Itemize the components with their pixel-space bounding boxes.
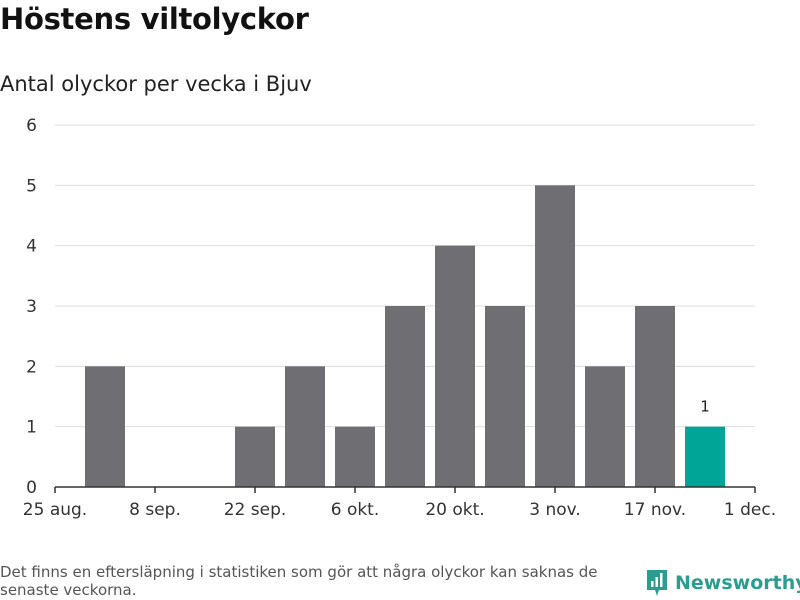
x-tick-label: 25 aug. [23,500,87,520]
bar-5 [335,426,375,487]
bar-6 [385,306,425,487]
newsworthy-logo-icon [647,570,667,596]
bar-8 [485,306,525,487]
bar-12 [685,426,725,487]
y-tick-label: 4 [26,237,37,257]
brand-name: Newsworthy [675,572,800,594]
x-axis: 25 aug. 8 sep. 22 sep. 6 okt. 20 okt. 3 nov. 1… [23,486,776,520]
x-tick-label: 20 okt. [425,500,484,520]
bar-3 [235,426,275,487]
bar-7 [435,245,475,487]
bar-0 [85,366,125,487]
bar-chart: 1 0 1 2 3 4 5 6 25 aug. 8 sep. 22 sep. 6 okt. 20 o… [23,116,776,520]
data-label: 1 [700,398,710,416]
y-tick-label: 6 [26,116,37,136]
y-axis: 0 1 2 3 4 5 6 [26,116,37,498]
x-tick-label: 1 dec. [724,500,776,520]
x-tick-label: 17 nov. [624,500,686,520]
y-tick-label: 2 [26,357,37,377]
bar-9 [535,185,575,488]
x-tick-label: 22 sep. [224,500,287,520]
chart-subtitle: Antal olyckor per vecka i Bjuv [0,72,312,96]
y-tick-label: 1 [26,418,37,438]
bar-10 [585,366,625,487]
brand[interactable]: Newsworthy [645,568,800,598]
y-tick-label: 5 [26,176,37,196]
y-tick-label: 3 [26,297,37,317]
y-tick-label: 0 [26,478,37,498]
x-tick-label: 3 nov. [529,500,581,520]
bar-11 [635,306,675,487]
bars [85,185,725,488]
data-labels: 1 [700,398,710,416]
footnote: Det finns en eftersläpning i statistiken… [0,563,598,599]
x-tick-label: 8 sep. [129,500,181,520]
chart-title: Höstens viltolyckor [0,2,309,36]
x-tick-label: 6 okt. [331,500,380,520]
bar-4 [285,366,325,487]
